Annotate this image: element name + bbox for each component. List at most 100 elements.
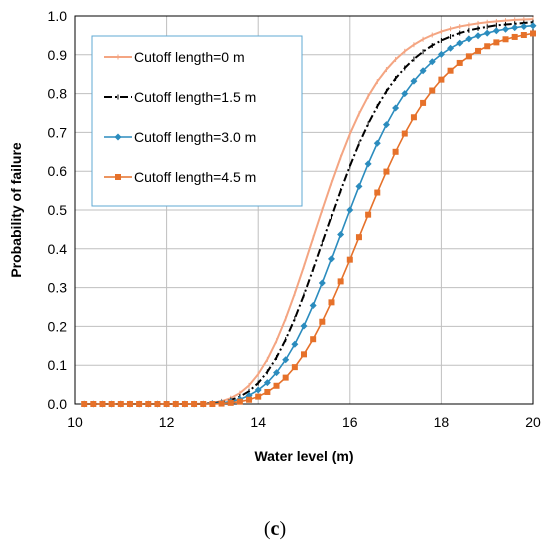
data-point xyxy=(355,182,363,190)
data-point xyxy=(328,299,335,306)
data-point xyxy=(447,67,454,74)
data-point xyxy=(465,53,472,60)
data-point xyxy=(520,22,528,30)
y-tick-labels: 0.0 0.1 0.2 0.3 0.4 0.5 0.6 0.7 0.8 0.9 1.0 xyxy=(48,8,68,412)
data-point xyxy=(346,206,354,214)
data-point xyxy=(181,401,188,407)
data-point xyxy=(492,27,500,35)
data-point xyxy=(364,160,372,168)
data-point xyxy=(428,58,436,66)
data-point xyxy=(126,401,133,407)
data-point xyxy=(145,401,152,407)
data-point xyxy=(263,379,271,387)
data-point xyxy=(529,22,537,30)
data-point xyxy=(319,318,326,325)
data-point xyxy=(456,59,463,66)
data-point xyxy=(374,189,381,196)
data-point xyxy=(419,67,427,75)
legend-marker xyxy=(114,133,122,141)
data-point xyxy=(410,114,417,121)
legend-label: Cutoff length=4.5 m xyxy=(134,169,256,185)
legend-label: Cutoff length=3.0 m xyxy=(134,129,256,145)
panel-label: (c) xyxy=(0,518,550,541)
panel-label-close: ) xyxy=(279,518,287,540)
legend-label: Cutoff length=1.5 m xyxy=(134,89,256,105)
legend-item: Cutoff length=4.5 m xyxy=(104,169,256,185)
x-tick-label: 16 xyxy=(342,414,358,430)
data-point xyxy=(81,401,88,407)
y-axis-title: Probability of failure xyxy=(8,142,24,278)
x-axis-title: Water level (m) xyxy=(254,448,353,464)
x-tick-label: 20 xyxy=(525,414,541,430)
series-layer xyxy=(80,16,537,408)
data-point xyxy=(401,130,408,137)
y-tick-label: 0.8 xyxy=(48,86,68,102)
legend-label: Cutoff length=0 m xyxy=(134,49,245,65)
data-point xyxy=(420,99,427,106)
data-point xyxy=(437,50,445,58)
data-point xyxy=(520,32,527,39)
data-point xyxy=(282,356,290,364)
data-point xyxy=(154,401,161,407)
y-tick-label: 0.5 xyxy=(48,202,68,218)
data-point xyxy=(191,401,198,407)
plot-frame xyxy=(74,15,534,405)
series-line xyxy=(84,21,534,405)
data-point xyxy=(254,386,262,394)
legend-item: Cutoff length=1.5 m xyxy=(104,89,256,105)
data-point xyxy=(108,401,115,407)
data-point xyxy=(456,39,464,47)
data-point xyxy=(484,43,491,50)
data-point xyxy=(447,44,455,52)
y-tick-label: 0.6 xyxy=(48,163,68,179)
data-point xyxy=(474,32,482,40)
data-point xyxy=(382,121,390,129)
data-point xyxy=(401,90,409,98)
data-point xyxy=(530,30,536,37)
x-tick-label: 10 xyxy=(67,414,83,430)
legend-marker xyxy=(115,174,121,180)
series-4 xyxy=(81,30,536,407)
legend-item: Cutoff length=3.0 m xyxy=(104,129,256,145)
data-point xyxy=(429,87,436,94)
data-point xyxy=(291,364,298,371)
data-point xyxy=(90,401,97,407)
data-point xyxy=(236,398,243,405)
data-point xyxy=(502,25,510,33)
data-point xyxy=(227,399,234,406)
data-point xyxy=(246,396,253,403)
data-point xyxy=(136,401,143,407)
data-point xyxy=(438,76,445,83)
data-point xyxy=(300,322,308,330)
data-point xyxy=(310,336,317,343)
data-point xyxy=(264,388,271,395)
data-point xyxy=(117,401,124,407)
x-tick-label: 12 xyxy=(159,414,175,430)
x-tick-labels: 10 12 14 16 18 20 xyxy=(67,414,541,430)
y-tick-label: 0.2 xyxy=(48,318,68,334)
data-point xyxy=(327,255,335,263)
data-point xyxy=(346,256,353,263)
data-point xyxy=(365,211,372,218)
data-point xyxy=(163,401,170,407)
data-point xyxy=(475,47,482,54)
y-tick-label: 0.7 xyxy=(48,124,68,140)
data-point xyxy=(301,351,307,358)
data-point xyxy=(291,340,299,348)
data-point xyxy=(392,148,399,155)
data-point xyxy=(318,279,326,287)
x-tick-label: 14 xyxy=(250,414,266,430)
data-point xyxy=(511,33,518,40)
y-tick-label: 0.0 xyxy=(48,396,68,412)
panel-label-open: ( xyxy=(263,518,271,540)
data-point xyxy=(383,168,390,175)
data-point xyxy=(392,104,400,112)
data-point xyxy=(337,230,345,238)
legend: Cutoff length=0 m Cutoff length=1.5 m Cuto… xyxy=(91,35,303,207)
y-tick-label: 0.3 xyxy=(48,280,68,296)
y-tick-label: 0.4 xyxy=(48,241,68,257)
data-point xyxy=(99,401,106,407)
y-tick-label: 0.9 xyxy=(48,47,68,63)
data-point xyxy=(200,401,207,407)
